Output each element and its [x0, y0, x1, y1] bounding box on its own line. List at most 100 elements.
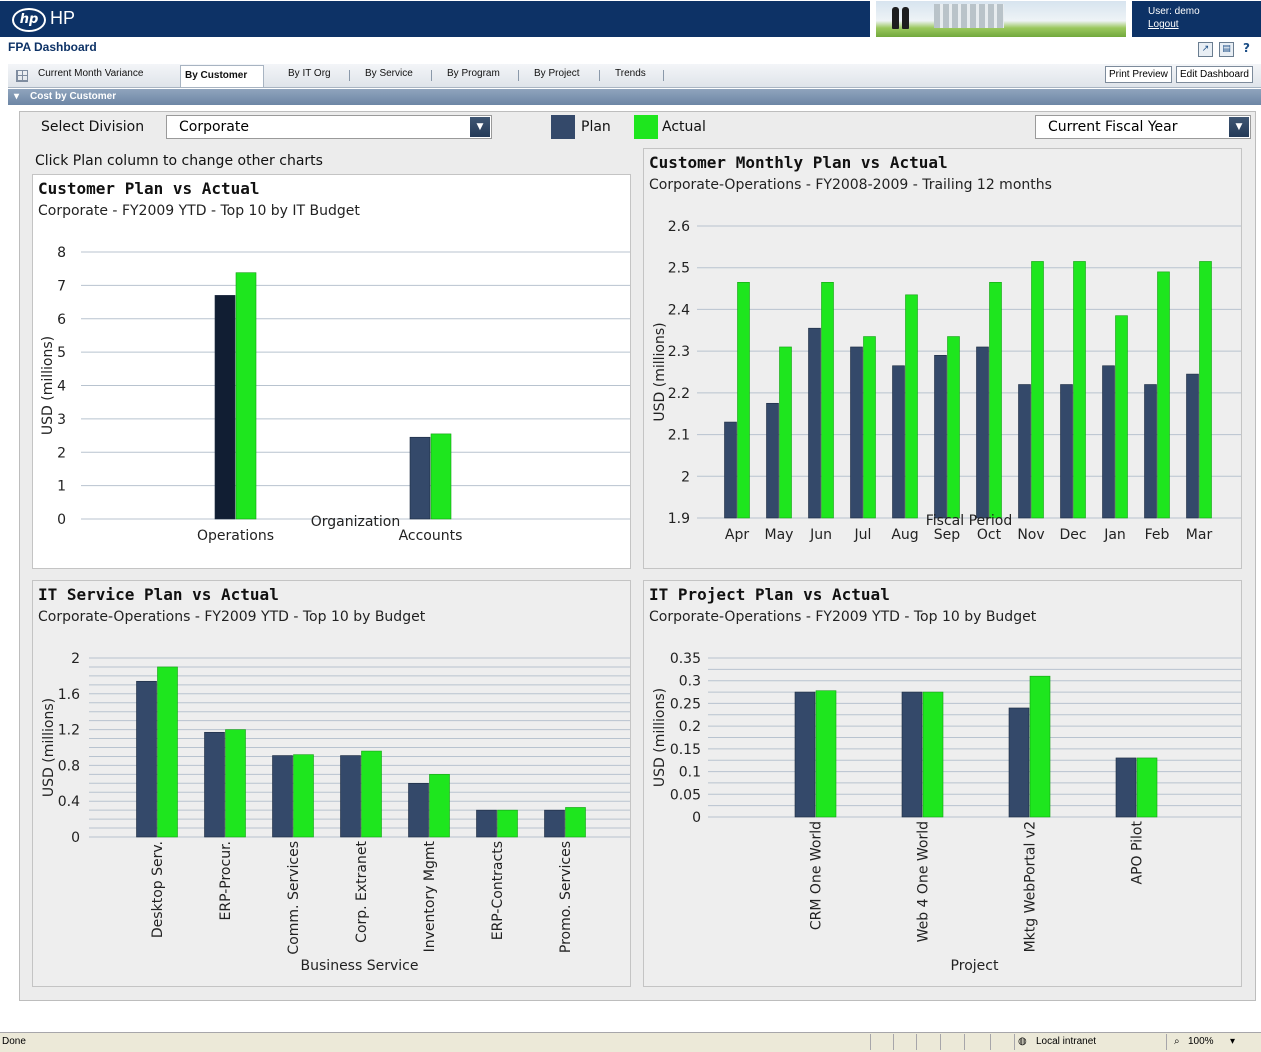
logout-link[interactable]: Logout: [1148, 19, 1179, 30]
plan-bar[interactable]: [408, 783, 429, 838]
actual-bar: [1029, 675, 1051, 818]
plan-bar[interactable]: [1186, 373, 1199, 519]
category-label: Web 4 One World: [916, 821, 932, 942]
chevron-down-icon[interactable]: ▼: [470, 117, 490, 137]
x-axis-label: Project: [951, 958, 999, 974]
help-icon[interactable]: ?: [1243, 41, 1250, 55]
chart-title: IT Service Plan vs Actual: [38, 585, 279, 604]
chevron-down-icon[interactable]: ▼: [1229, 117, 1249, 137]
plan-bar[interactable]: [544, 809, 565, 838]
y-tick-label: 2.1: [668, 428, 690, 444]
toolbar-icons: ↗ ▤ ?: [1198, 42, 1253, 57]
actual-bar: [905, 294, 918, 519]
y-tick-label: 2.6: [668, 219, 690, 235]
project-chart: IT Project Plan vs Actual Corporate-Oper…: [643, 580, 1242, 987]
tab-trends[interactable]: Trends: [615, 68, 646, 79]
y-tick-label: 0.15: [670, 742, 701, 758]
category-label: ERP-Contracts: [490, 841, 506, 940]
plan-bar[interactable]: [409, 436, 431, 520]
plan-bar[interactable]: [1018, 384, 1031, 519]
status-cell: [940, 1034, 941, 1050]
plan-bar[interactable]: [1144, 384, 1157, 519]
zoom-level[interactable]: 100%: [1188, 1036, 1214, 1047]
collapse-icon[interactable]: ▾: [14, 91, 20, 102]
tab-separator: [518, 70, 519, 81]
actual-bar: [565, 807, 586, 838]
chart-title: Customer Monthly Plan vs Actual: [649, 153, 948, 172]
section-header[interactable]: ▾ Cost by Customer: [8, 89, 1261, 105]
chart-svg: 1.9 2 2.1 2.2 2.3 2.4 2.5 2.6 USD (millions) Apr M…: [652, 219, 1241, 543]
actual-bar: [293, 754, 314, 838]
plan-bar[interactable]: [1060, 384, 1073, 519]
chart-svg: 0 0.05 0.1 0.15 0.2 0.25 0.3 0.35 USD (millions)…: [652, 651, 1241, 974]
chart-subtitle: Corporate - FY2009 YTD - Top 10 by IT Bu…: [38, 203, 360, 219]
plan-bar[interactable]: [934, 355, 947, 519]
chart-title: Customer Plan vs Actual: [38, 179, 260, 198]
plan-bar[interactable]: [892, 365, 905, 519]
brand-bar: hp HP: [0, 1, 870, 37]
tab-separator: [599, 70, 600, 81]
y-tick-label: 0.8: [58, 758, 80, 774]
actual-bar: [361, 750, 382, 838]
chart-subtitle: Corporate-Operations - FY2009 YTD - Top …: [649, 609, 1037, 625]
export-icon[interactable]: ↗: [1198, 42, 1213, 57]
print-icon[interactable]: ▤: [1219, 42, 1234, 57]
plan-bar[interactable]: [766, 402, 779, 519]
actual-bar: [235, 272, 257, 520]
division-select[interactable]: Corporate ▼: [166, 115, 492, 139]
plan-bar[interactable]: [476, 809, 497, 838]
y-axis-label: USD (millions): [41, 698, 57, 797]
chart-hint: Click Plan column to change other charts: [35, 153, 323, 169]
building-image: [934, 4, 1004, 28]
actual-bar: [497, 809, 518, 838]
tab-by-it-org[interactable]: By IT Org: [288, 68, 331, 79]
plan-bar[interactable]: [808, 327, 821, 519]
zoom-icon[interactable]: ⌕: [1174, 1036, 1180, 1047]
plan-bar[interactable]: [204, 731, 225, 838]
plan-bar[interactable]: [136, 680, 157, 838]
status-cell: [964, 1034, 965, 1050]
tab-by-service[interactable]: By Service: [365, 68, 413, 79]
brand-name: HP: [50, 8, 76, 28]
actual-bar: [157, 666, 178, 838]
hp-logo: hp: [12, 8, 46, 32]
plan-bar[interactable]: [794, 691, 816, 818]
app-title: FPA Dashboard: [8, 40, 97, 54]
status-bar: Done ◍ Local intranet ⌕ 100% ▾: [0, 1032, 1261, 1052]
plan-bar[interactable]: [901, 691, 923, 818]
actual-bar: [1136, 757, 1158, 818]
actual-bar: [737, 282, 750, 519]
plan-bar[interactable]: [1008, 707, 1030, 818]
tab-by-program[interactable]: By Program: [447, 68, 500, 79]
plan-bar[interactable]: [1102, 365, 1115, 519]
y-tick-label: 6: [57, 312, 66, 328]
actual-bar: [1031, 261, 1044, 519]
tab-by-customer[interactable]: By Customer: [180, 65, 265, 87]
category-label: Inventory Mgmt: [422, 840, 438, 952]
plan-bar[interactable]: [850, 346, 863, 519]
category-label: Operations: [197, 528, 274, 544]
plan-bar[interactable]: [214, 295, 236, 520]
plan-bar[interactable]: [976, 346, 989, 519]
actual-bar: [1115, 315, 1128, 519]
customer-chart: Customer Plan vs Actual Corporate - FY20…: [32, 174, 631, 569]
y-tick-label: 1.6: [58, 687, 80, 703]
x-axis-label: Fiscal Period: [926, 513, 1013, 529]
actual-bar: [225, 729, 246, 838]
plan-bar[interactable]: [724, 421, 737, 519]
chevron-down-icon[interactable]: ▾: [1230, 1036, 1236, 1047]
top-banner: hp HP User: demo Logout: [0, 0, 1261, 38]
y-tick-label: 2: [71, 651, 80, 667]
period-select[interactable]: Current Fiscal Year ▼: [1035, 115, 1251, 139]
category-label: Aug: [891, 527, 918, 543]
tab-by-project[interactable]: By Project: [534, 68, 580, 79]
tab-current-month-variance[interactable]: Current Month Variance: [38, 68, 144, 79]
y-tick-label: 2.3: [668, 344, 690, 360]
plan-bar[interactable]: [1115, 757, 1137, 818]
print-preview-button[interactable]: Print Preview: [1105, 66, 1172, 83]
edit-dashboard-button[interactable]: Edit Dashboard: [1176, 66, 1253, 83]
plan-bar[interactable]: [272, 755, 293, 838]
actual-bar: [1157, 271, 1170, 519]
plan-bar[interactable]: [340, 755, 361, 838]
y-tick-label: 2: [681, 469, 690, 485]
